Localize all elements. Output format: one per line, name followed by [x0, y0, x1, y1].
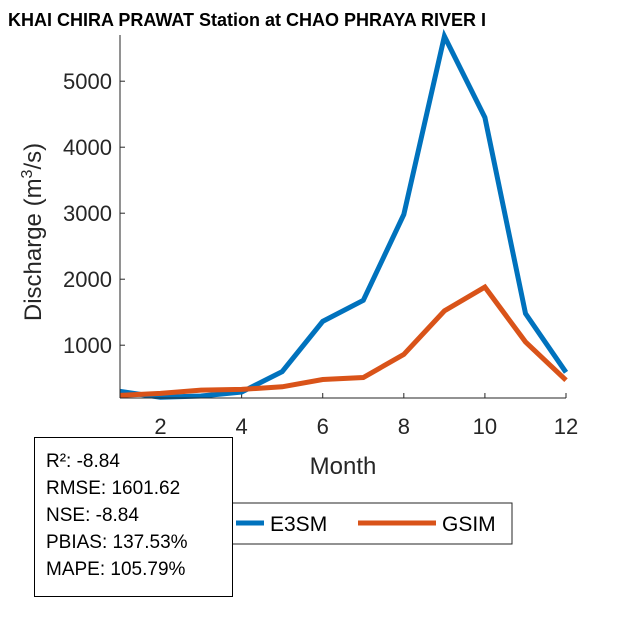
y-axis-label-end: /s): [20, 143, 47, 170]
x-tick-label: 8: [398, 414, 410, 439]
y-axis-label: Discharge (m3/s): [19, 143, 47, 321]
legend: E3SM GSIM: [229, 502, 513, 545]
y-axis-ticks: 1000 2000 3000 4000 5000: [63, 69, 125, 358]
stat-rmse: RMSE: 1601.62: [46, 478, 181, 499]
y-tick-label: 1000: [63, 333, 112, 358]
y-tick-label: 2000: [63, 267, 112, 292]
y-tick-label: 5000: [63, 69, 112, 94]
plot-area: [120, 35, 566, 398]
chart-title: KHAI CHIRA PRAWAT Station at CHAO PHRAYA…: [8, 10, 486, 30]
stat-r2: R²: -8.84: [46, 451, 120, 472]
legend-label-gsim: GSIM: [442, 513, 496, 536]
stat-mape: MAPE: 105.79%: [46, 559, 186, 580]
y-tick-label: 4000: [63, 135, 112, 160]
x-tick-label: 4: [236, 414, 248, 439]
y-tick-label: 3000: [63, 201, 112, 226]
stats-box: R²: -8.84 RMSE: 1601.62 NSE: -8.84 PBIAS…: [34, 437, 233, 597]
series-line-e3sm: [119, 28, 569, 400]
series-line-gsim: [119, 283, 568, 398]
x-tick-label: 12: [554, 414, 578, 439]
stat-pbias: PBIAS: 137.53%: [46, 532, 188, 553]
x-tick-label: 2: [154, 414, 166, 439]
y-axis-label-main: Discharge (m: [20, 178, 47, 321]
stat-nse: NSE: -8.84: [46, 505, 139, 526]
x-axis-ticks: 2 4 6 8 10 12: [154, 393, 578, 439]
legend-label-e3sm: E3SM: [270, 513, 327, 536]
series-lines: [119, 28, 569, 400]
x-axis-label: Month: [310, 453, 377, 480]
x-tick-label: 10: [473, 414, 497, 439]
y-axis-label-sup: 3: [19, 169, 36, 178]
x-tick-label: 6: [317, 414, 329, 439]
